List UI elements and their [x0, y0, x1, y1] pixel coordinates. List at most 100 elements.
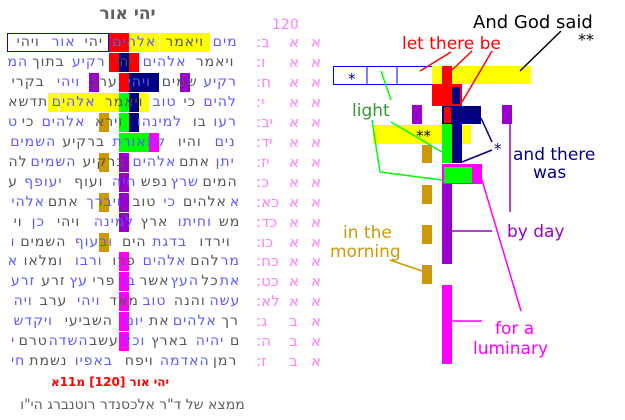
grid-highlight-red [109, 52, 120, 72]
grid-word: ויאמר [104, 93, 144, 110]
grid-word: ויקדש [13, 313, 53, 330]
verse-ref-book: א [311, 52, 322, 71]
verse-ref-chapter: א [289, 212, 300, 231]
connector-green [371, 119, 443, 181]
grid-highlight-red [129, 52, 140, 72]
grid-highlight-purple [119, 172, 130, 192]
verse-ref-book: א [311, 172, 322, 191]
grid-word: יהי [84, 34, 104, 50]
grid-word: ויאמר [195, 53, 235, 70]
verse-ref-verse: :כח [256, 252, 279, 271]
grid-highlight-magenta [119, 312, 130, 332]
verse-ref-verse: :יב [256, 112, 274, 131]
bar-navy-small [452, 87, 460, 104]
grid-highlight-red [119, 33, 130, 52]
grid-word: אלהים [172, 313, 217, 330]
grid-word: ויפח [124, 353, 154, 370]
grid-highlight-yellow [189, 33, 200, 52]
verse-ref-verse: :ז [256, 352, 267, 371]
grid-word: א [229, 193, 241, 210]
grid-word: מאד [109, 293, 139, 310]
grid-word: כי [21, 113, 35, 130]
grid-highlight-purple [88, 72, 99, 92]
verse-ref-verse: :כד [256, 212, 278, 231]
verse-ref-chapter: א [289, 252, 300, 271]
grid-word: נפש [140, 173, 169, 190]
verse-ref-verse: :יד [256, 132, 273, 151]
grid-word: למינה [93, 213, 135, 230]
grid-highlight-yellow [88, 92, 99, 112]
grid-highlight-yellow [149, 33, 160, 52]
grid-word: ם [229, 333, 241, 350]
grid-highlight-green [119, 112, 130, 132]
grid-highlight-purple [119, 212, 130, 232]
bar-gold [422, 145, 432, 163]
grid-word: כי [163, 193, 176, 210]
grid-word: השביעי [64, 313, 113, 330]
grid-word: למאורת [112, 133, 167, 150]
grid-word: ארץ [140, 213, 169, 230]
grid-highlight-red [119, 72, 130, 92]
verse-ref-verse: :כו [256, 232, 274, 251]
grid-word: טוב [152, 93, 177, 110]
grid-highlight-yellow [78, 92, 89, 112]
grid-word: בתוך [32, 53, 65, 70]
grid-word: השמים [30, 153, 77, 170]
grid-word: ויהי [127, 73, 151, 90]
grid-highlight-magenta [149, 132, 160, 152]
grid-highlight-red [109, 33, 120, 52]
verse-ref-chapter: א [289, 52, 300, 71]
verse-ref-chapter: ב [289, 332, 298, 351]
grid-highlight-navy [149, 72, 160, 92]
bar-gold [422, 265, 432, 284]
grid-word: להים [203, 93, 237, 110]
grid-word: אשר [139, 273, 170, 290]
label-luminary: luminary [473, 339, 548, 359]
grid-word: חי [10, 353, 26, 370]
verse-ref-book: א [311, 252, 322, 271]
connector-gold [389, 259, 423, 272]
grid-word: יעופף [24, 173, 63, 190]
grid-word: חיה [111, 173, 137, 190]
grid-word: יהי [114, 53, 134, 70]
grid-word: אלהי [11, 193, 45, 210]
grid-word: העץ [170, 273, 199, 290]
grid-word: רקיע [203, 73, 237, 90]
connector-red [419, 51, 452, 72]
bar-green-block [444, 167, 472, 183]
connector-green [390, 121, 443, 153]
verse-ref-verse: :כא [256, 192, 280, 211]
grid-highlight-navy [139, 72, 150, 92]
grid-word: בקרי [11, 73, 45, 90]
grid-highlight-yellow [159, 33, 170, 52]
verse-ref-book: א [311, 352, 322, 371]
label-by-day: by day [507, 222, 565, 242]
grid-word: רעו [213, 113, 237, 130]
grid-word: רך [221, 313, 239, 330]
grid-highlight-yellow [179, 33, 190, 52]
verse-ref-book: א [311, 312, 322, 331]
grid-word: ויהי [56, 73, 81, 90]
verse-ref-chapter: א [289, 33, 300, 51]
grid-word: זרע [41, 273, 66, 290]
connector-navy [480, 117, 493, 143]
grid-word: באפיו [74, 353, 113, 370]
grid-word: השמים [10, 133, 57, 150]
verse-ref-verse: :לא [256, 292, 280, 311]
grid-highlight-yellow [139, 92, 150, 112]
grid-word: אלהים [41, 113, 86, 130]
grid-highlight-yellow [139, 33, 150, 52]
verse-ref-verse: :ג [256, 312, 268, 331]
grid-highlight-magenta [119, 292, 130, 312]
grid-word: אלהים [132, 153, 177, 170]
label-star-navy: * [494, 140, 502, 158]
grid-word: אלהים [142, 53, 187, 70]
grid-word: יתן [215, 153, 235, 170]
grid-word: כי [183, 93, 197, 110]
grid-word: אלהים [142, 253, 187, 270]
grid-word: טרם [18, 333, 48, 350]
verse-ref-book: א [311, 232, 322, 251]
grid-highlight-green [119, 132, 130, 152]
grid-word: רקיע [71, 53, 106, 70]
